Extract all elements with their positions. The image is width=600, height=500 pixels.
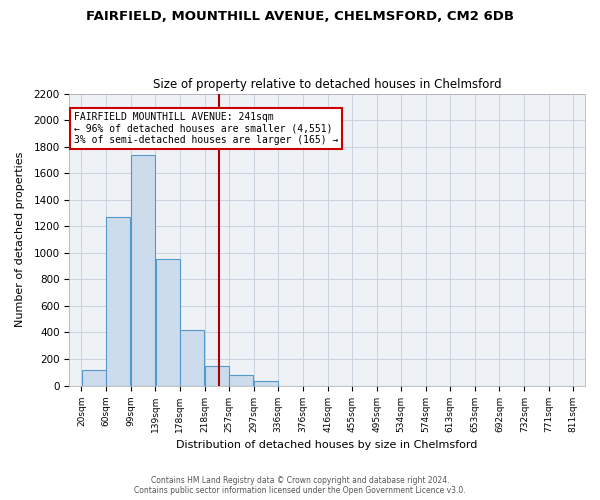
Bar bbox=[205, 366, 229, 386]
Text: Contains HM Land Registry data © Crown copyright and database right 2024.
Contai: Contains HM Land Registry data © Crown c… bbox=[134, 476, 466, 495]
X-axis label: Distribution of detached houses by size in Chelmsford: Distribution of detached houses by size … bbox=[176, 440, 478, 450]
Bar bbox=[180, 330, 204, 386]
Bar bbox=[82, 370, 106, 386]
Text: FAIRFIELD, MOUNTHILL AVENUE, CHELMSFORD, CM2 6DB: FAIRFIELD, MOUNTHILL AVENUE, CHELMSFORD,… bbox=[86, 10, 514, 23]
Title: Size of property relative to detached houses in Chelmsford: Size of property relative to detached ho… bbox=[153, 78, 502, 91]
Bar bbox=[106, 217, 130, 386]
Bar bbox=[155, 260, 179, 386]
Bar bbox=[254, 381, 278, 386]
Y-axis label: Number of detached properties: Number of detached properties bbox=[15, 152, 25, 327]
Bar bbox=[229, 375, 253, 386]
Text: FAIRFIELD MOUNTHILL AVENUE: 241sqm
← 96% of detached houses are smaller (4,551)
: FAIRFIELD MOUNTHILL AVENUE: 241sqm ← 96%… bbox=[74, 112, 338, 146]
Bar bbox=[131, 154, 155, 386]
